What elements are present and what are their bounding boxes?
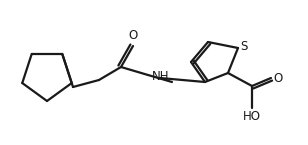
Text: NH: NH [152,70,169,84]
Text: O: O [128,29,138,42]
Text: O: O [273,71,282,85]
Text: S: S [240,39,247,52]
Text: HO: HO [243,110,261,123]
